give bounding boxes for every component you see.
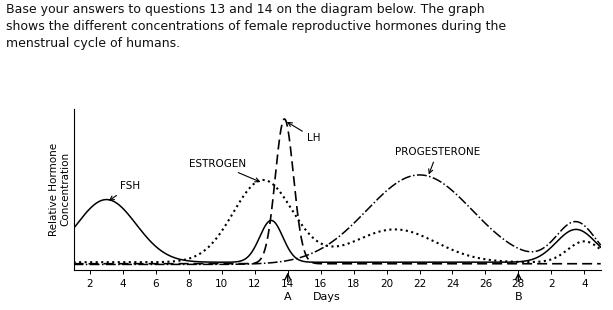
Y-axis label: Relative Hormone
Concentration: Relative Hormone Concentration bbox=[49, 143, 70, 236]
Text: B: B bbox=[514, 292, 522, 302]
Text: ESTROGEN: ESTROGEN bbox=[189, 159, 259, 182]
Text: A: A bbox=[284, 292, 292, 302]
Text: FSH: FSH bbox=[110, 181, 140, 200]
Text: PROGESTERONE: PROGESTERONE bbox=[395, 147, 480, 173]
Text: Days: Days bbox=[313, 292, 340, 302]
Text: Base your answers to questions 13 and 14 on the diagram below. The graph
shows t: Base your answers to questions 13 and 14… bbox=[6, 3, 506, 50]
Text: LH: LH bbox=[288, 122, 321, 143]
